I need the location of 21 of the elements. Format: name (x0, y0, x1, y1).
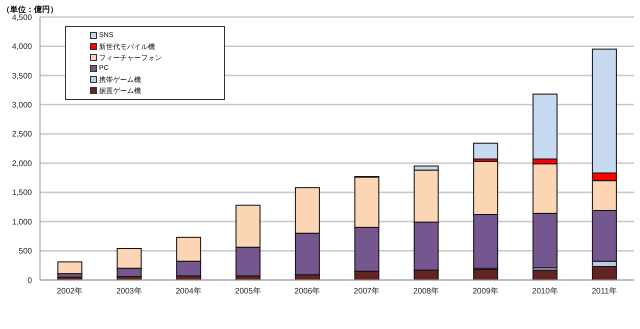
x-tick-label: 2011年 (592, 286, 617, 296)
x-tick-label: 2004年 (176, 286, 202, 296)
text: （単位：億円） (2, 4, 58, 14)
y-tick-label: 2,500 (12, 130, 33, 139)
x-tick-label: 2002年 (56, 286, 83, 296)
x-tick-label: 2010年 (532, 286, 558, 296)
y-tick-label: 3,000 (12, 100, 33, 110)
y-tick-label: 1,000 (12, 217, 33, 226)
y-tick-label: 0 (28, 276, 33, 285)
y-tick-label: 3,500 (12, 71, 33, 80)
x-tick-label: 2007年 (354, 286, 380, 296)
y-tick-label: 4,000 (12, 42, 33, 52)
y-tick-label: 4,500 (12, 12, 33, 22)
x-tick-label: 2005年 (235, 286, 261, 296)
x-tick-label: 2006年 (294, 286, 320, 296)
y-tick-label: 1,500 (12, 188, 33, 198)
y-tick-label: 500 (18, 246, 33, 256)
x-tick-label: 2008年 (413, 286, 439, 296)
x-tick-label: 2009年 (472, 286, 498, 296)
y-tick-label: 2,000 (12, 158, 33, 168)
x-tick-label: 2003年 (116, 286, 142, 296)
